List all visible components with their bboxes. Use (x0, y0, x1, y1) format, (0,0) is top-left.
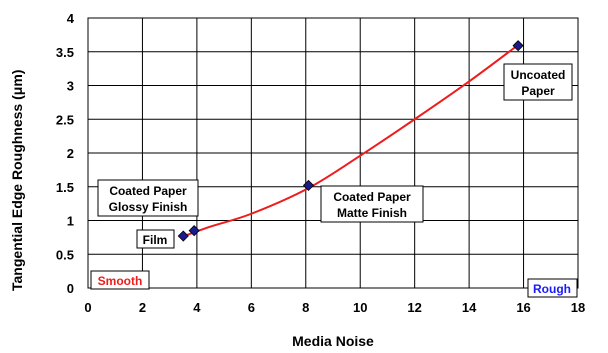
callout-glossy-line2: Glossy Finish (109, 200, 188, 214)
y-tick-label: 3 (67, 79, 74, 94)
callout-glossy-line1: Coated Paper (109, 184, 187, 198)
smooth-label-text: Smooth (98, 274, 143, 288)
y-tick-labels: 0 0.5 1 1.5 2 2.5 3 3.5 4 (56, 11, 75, 296)
x-tick-label: 12 (407, 300, 421, 315)
callout-film-text: Film (143, 233, 168, 247)
y-tick-label: 2 (67, 146, 74, 161)
data-point-marker (188, 225, 200, 237)
y-tick-label: 2.5 (56, 112, 74, 127)
x-tick-label: 4 (193, 300, 201, 315)
y-axis-title: Tangential Edge Roughness (μm) (9, 70, 25, 291)
x-tick-label: 6 (248, 300, 255, 315)
x-tick-label: 18 (571, 300, 585, 315)
callout-film: Film (136, 229, 175, 249)
callout-glossy: Coated Paper Glossy Finish (97, 179, 199, 217)
x-tick-label: 10 (353, 300, 367, 315)
x-tick-label: 14 (462, 300, 477, 315)
callout-uncoated-line1: Uncoated (511, 68, 566, 82)
rough-label-text: Rough (533, 282, 571, 296)
y-tick-label: 0 (67, 281, 74, 296)
data-point-marker (302, 179, 315, 191)
data-point-marker (512, 40, 524, 52)
y-tick-label: 1.5 (56, 180, 74, 195)
x-tick-label: 16 (516, 300, 530, 315)
y-tick-label: 4 (67, 11, 75, 26)
callout-matte: Coated Paper Matte Finish (320, 185, 424, 223)
callout-uncoated: Uncoated Paper (503, 63, 573, 101)
smooth-label: Smooth (90, 270, 150, 290)
y-tick-label: 3.5 (56, 45, 74, 60)
x-tick-labels: 0 2 4 6 8 10 12 14 16 18 (84, 300, 585, 315)
callout-matte-line2: Matte Finish (337, 206, 407, 220)
rough-label: Rough (527, 278, 578, 298)
x-axis-title: Media Noise (292, 333, 374, 349)
fit-curve (180, 44, 519, 239)
x-tick-label: 2 (139, 300, 146, 315)
data-point-marker (177, 230, 189, 242)
x-tick-label: 8 (302, 300, 309, 315)
callout-uncoated-line2: Paper (521, 84, 555, 98)
y-tick-label: 0.5 (56, 247, 74, 262)
x-tick-label: 0 (84, 300, 91, 315)
callout-matte-line1: Coated Paper (333, 190, 411, 204)
data-markers (177, 40, 524, 242)
y-tick-label: 1 (67, 214, 74, 229)
